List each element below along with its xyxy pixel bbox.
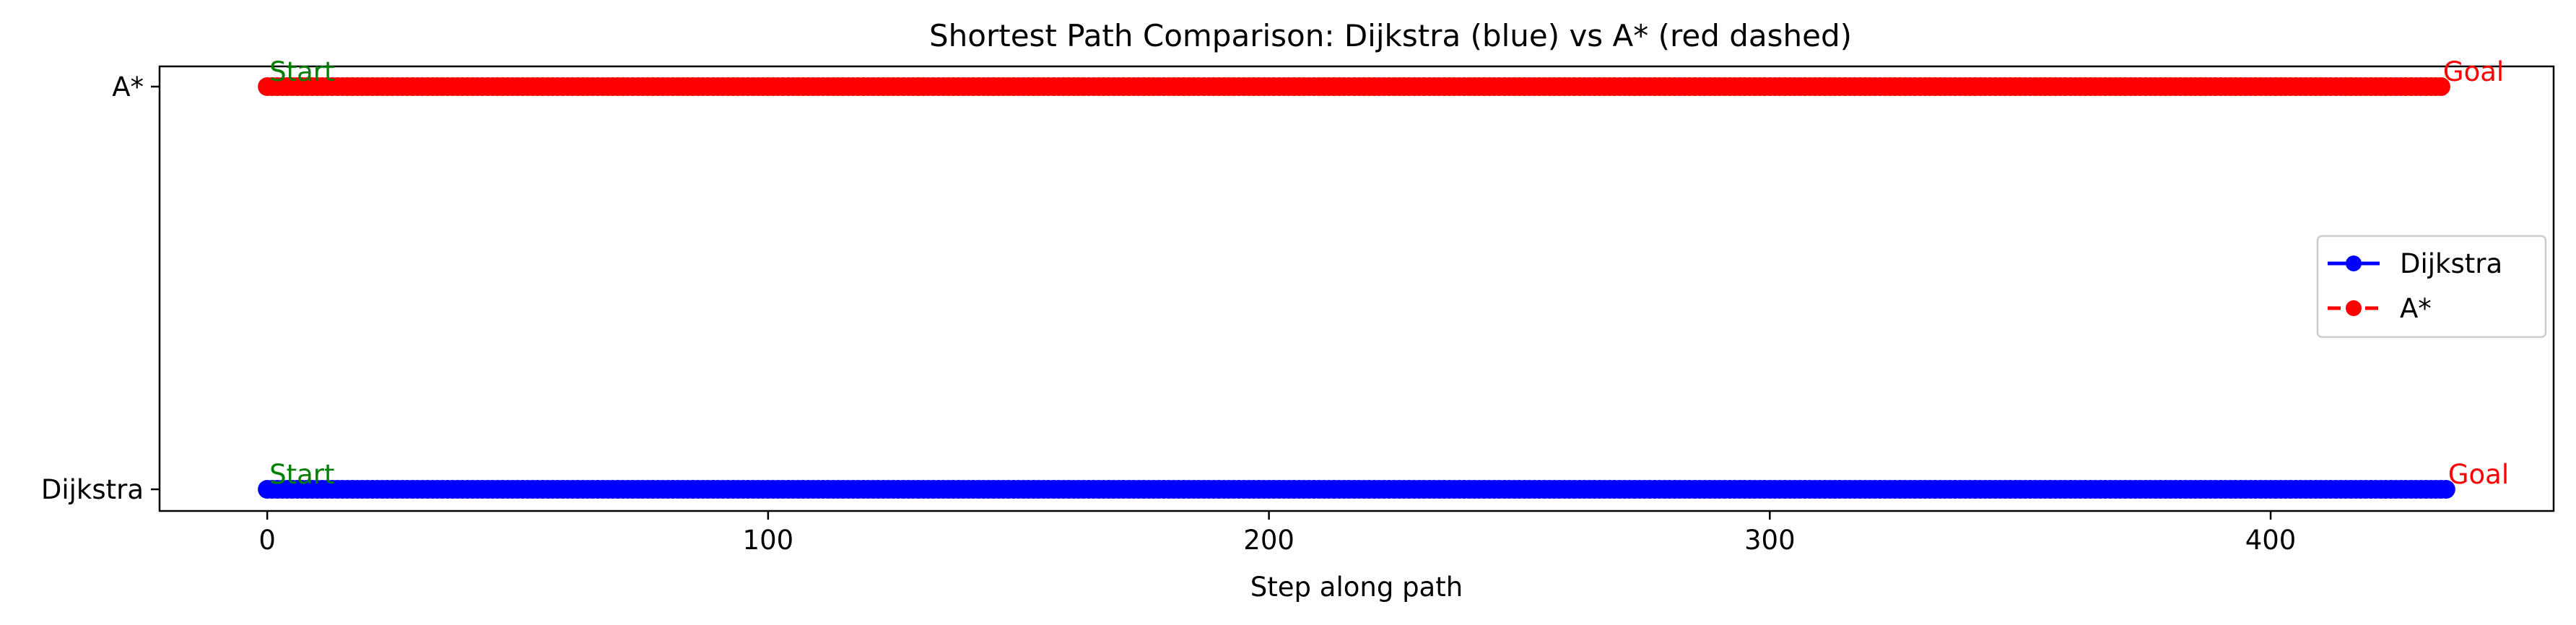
annotation-start: Start xyxy=(269,56,334,87)
y-tick-label: A* xyxy=(112,71,144,102)
x-tick-label: 400 xyxy=(2245,525,2297,556)
chart-title: Shortest Path Comparison: Dijkstra (blue… xyxy=(929,18,1852,53)
plot-frame xyxy=(158,65,2555,512)
x-tick-label: 300 xyxy=(1744,525,1796,556)
x-tick-label: 100 xyxy=(743,525,794,556)
y-tick-label: Dijkstra xyxy=(41,474,144,505)
legend-box xyxy=(2316,235,2547,338)
series-a- xyxy=(258,77,2450,96)
x-axis-label: Step along path xyxy=(1250,572,1463,603)
annotations: Start Goal Start Goal xyxy=(269,56,2509,490)
legend-label: A* xyxy=(2400,293,2432,324)
legend: Dijkstra A* xyxy=(2316,235,2547,338)
legend-marker xyxy=(2346,255,2362,271)
legend-marker xyxy=(2346,300,2362,316)
x-tick-label: 0 xyxy=(258,525,276,556)
plot-area xyxy=(258,77,2455,499)
annotation-goal: Goal xyxy=(2443,56,2504,87)
annotation-goal: Goal xyxy=(2448,459,2509,490)
data-point xyxy=(2431,77,2450,96)
series-dijkstra xyxy=(258,480,2455,499)
data-point xyxy=(2436,480,2455,499)
x-axis: 0 100 200 300 400 xyxy=(258,511,2296,556)
x-tick-label: 200 xyxy=(1243,525,1294,556)
annotation-start: Start xyxy=(269,459,334,490)
legend-label: Dijkstra xyxy=(2400,248,2502,279)
y-axis: Dijkstra A* xyxy=(41,71,160,505)
